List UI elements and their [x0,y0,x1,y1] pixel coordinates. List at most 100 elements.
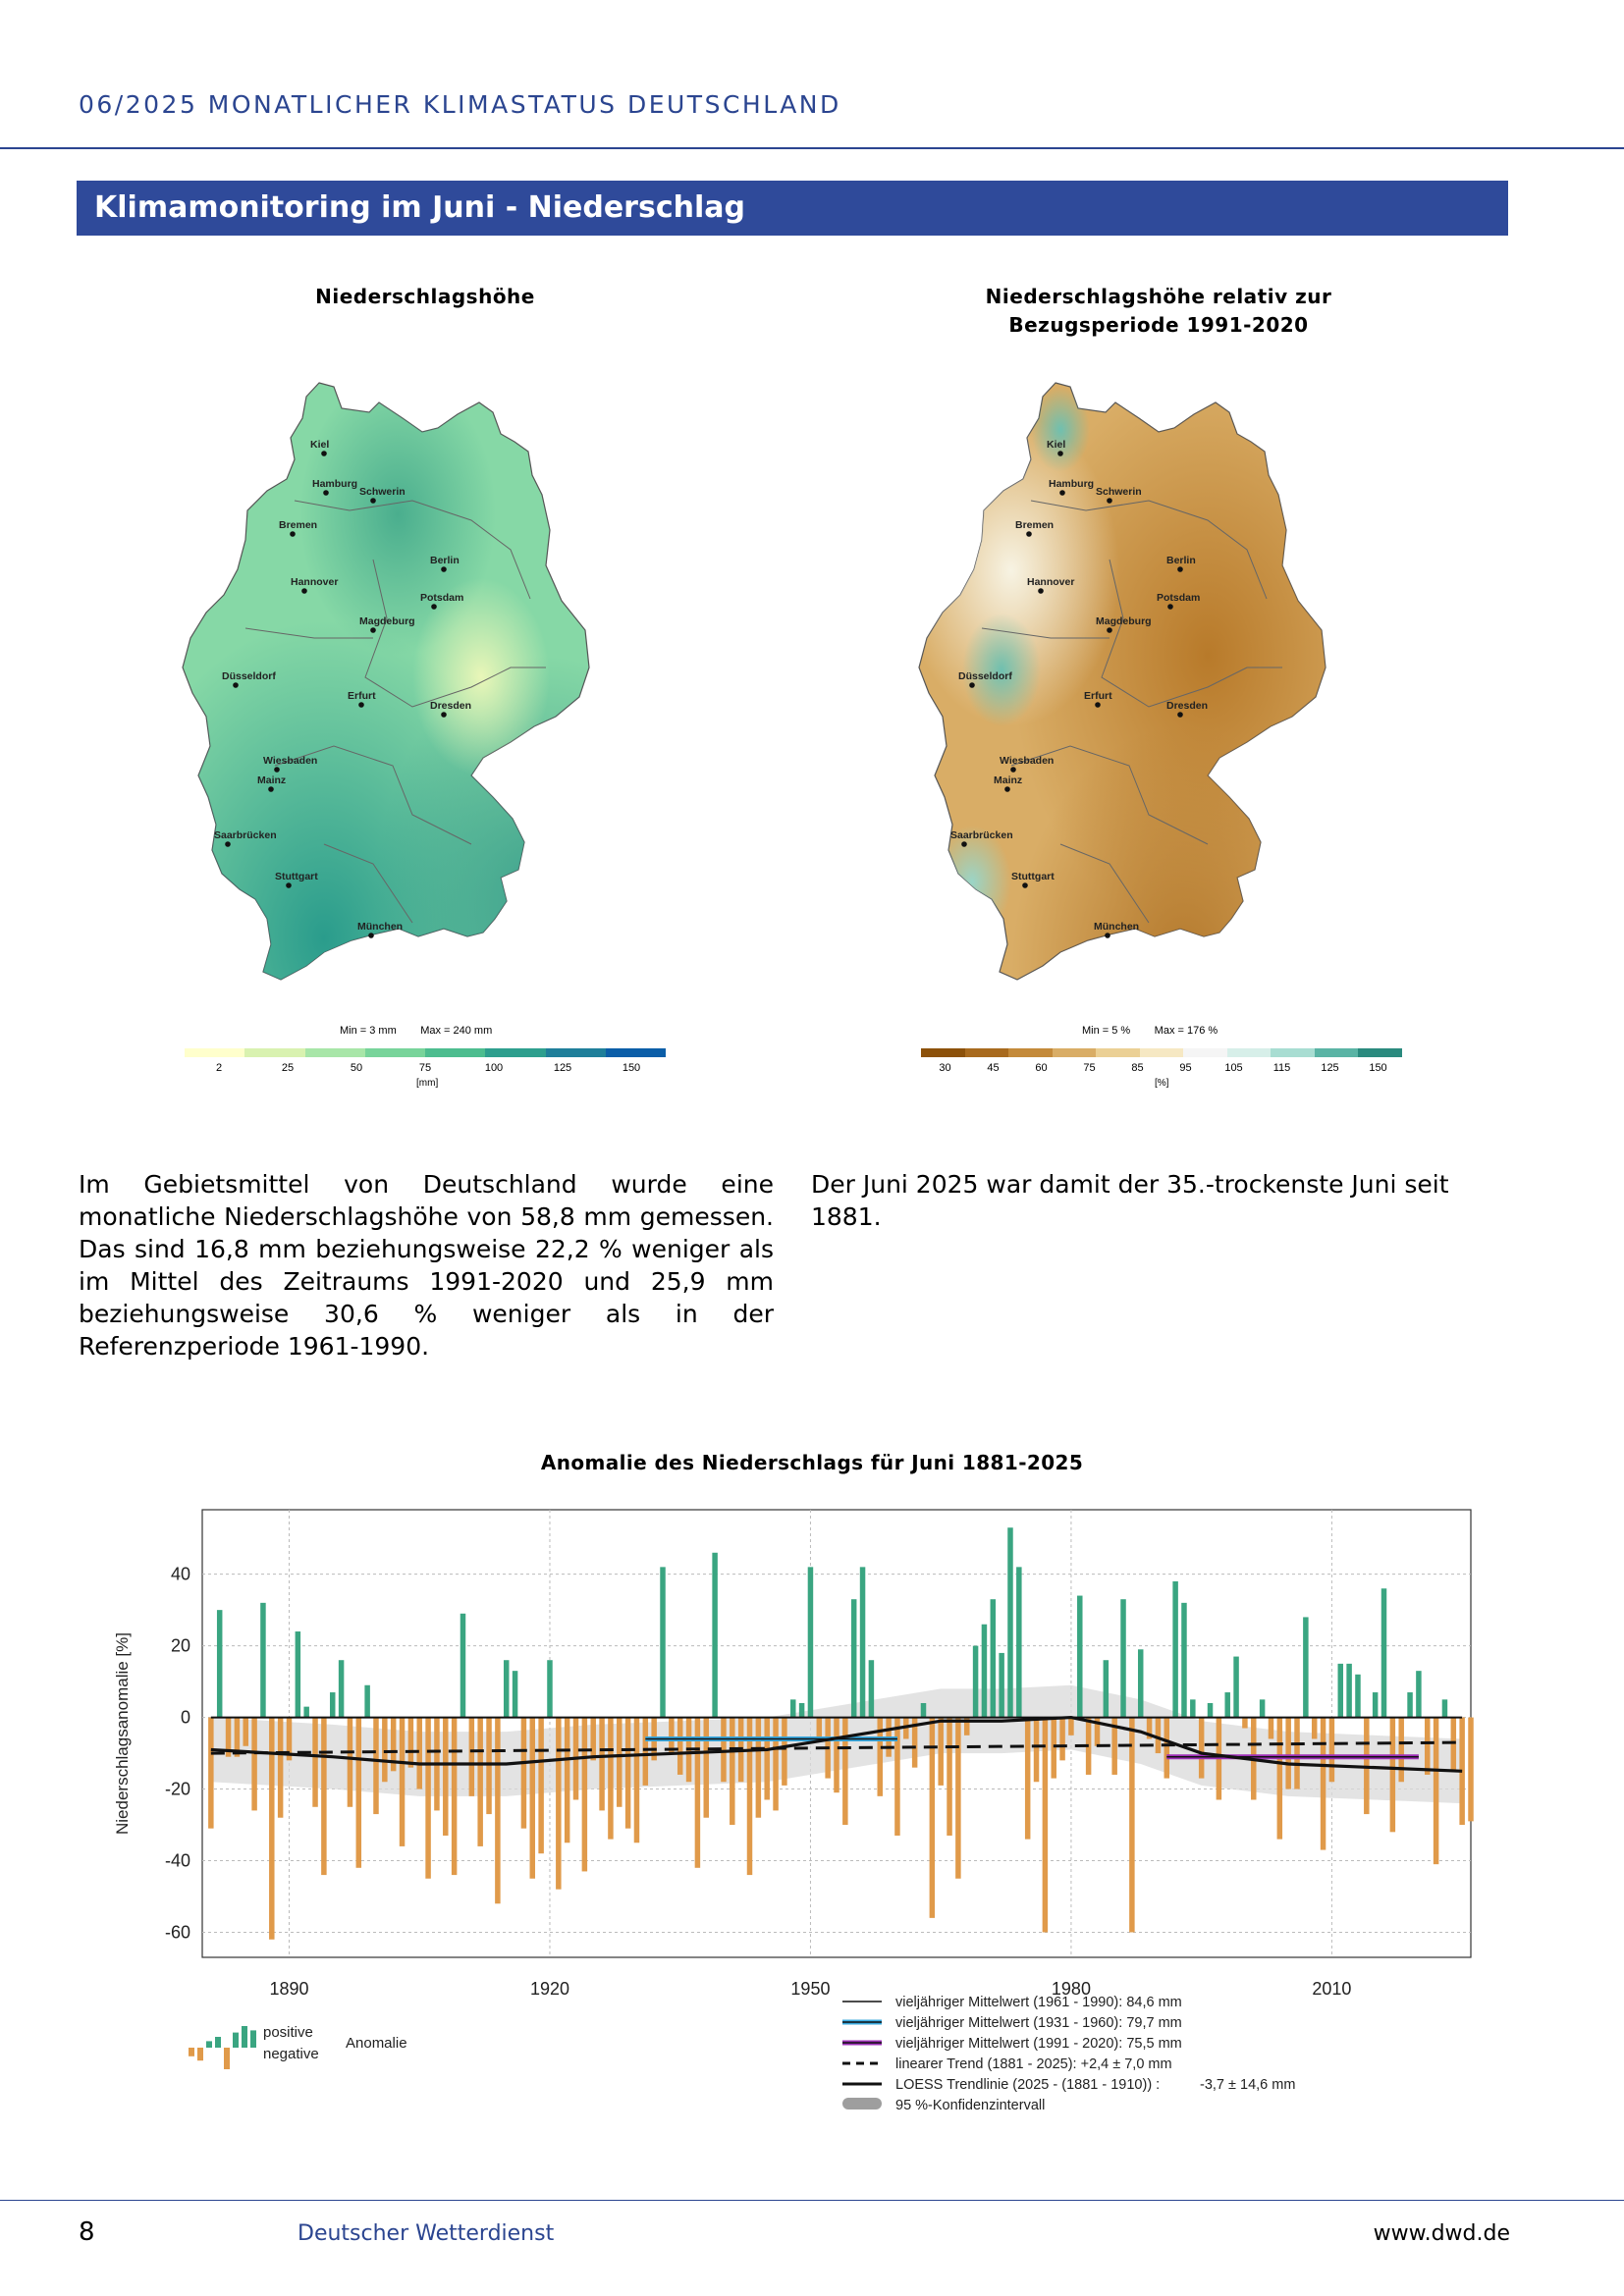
colorbar-swatch-right [1008,1048,1053,1057]
city-dot [1010,767,1016,773]
anomaly-bar [460,1613,466,1718]
anomaly-bar [590,1717,596,1761]
anomaly-bar [303,1706,309,1718]
map-left: Kiel Hamburg Schwerin Bremen Berlin Hannover P… [177,373,668,1080]
anomaly-bar [407,1717,414,1768]
anomaly-bar [1224,1692,1230,1718]
anomaly-bar [1380,1588,1387,1718]
chart-title: Anomalie des Niederschlags für Juni 1881… [540,1451,1084,1474]
anomaly-bar [703,1717,710,1818]
y-tick-label: 40 [171,1565,190,1584]
map-left-unit: [mm] [416,1078,439,1089]
legend-item-label: linearer Trend (1881 - 2025): +2,4 ± 7,0… [895,2056,1172,2072]
anomaly-bar [338,1660,345,1718]
anomaly-bar [382,1717,388,1783]
anomaly-bar [1181,1602,1187,1718]
city-dot [301,588,307,594]
anomaly-bar [712,1552,718,1718]
city-label-right: Saarbrücken [950,829,1013,841]
city-label-left: Hannover [291,576,338,588]
y-tick-label: 0 [181,1708,190,1728]
anomaly-bar [1372,1692,1379,1718]
anomaly-bar [277,1717,284,1818]
anomaly-bar [225,1717,232,1757]
section-banner: Klimamonitoring im Juni - Niederschlag [77,181,1508,236]
city-label-left: Saarbrücken [214,829,277,841]
city-label-left: Berlin [430,555,460,566]
anomaly-bar [842,1717,848,1826]
city-label-right: Wiesbaden [1000,755,1054,767]
anomaly-bar [1303,1617,1309,1718]
map-right-colorbar [921,1048,1403,1057]
city-dot [286,882,292,888]
anomaly-bar [1398,1717,1404,1783]
legend-anomaly-bar [242,2026,247,2048]
legend-anomaly-bar [250,2030,256,2048]
city-dot [1167,604,1173,610]
anomaly-bar [1416,1671,1422,1718]
anomaly-bar [1337,1663,1344,1718]
anomaly-bar [1441,1699,1448,1718]
anomaly-bar [981,1624,988,1718]
anomaly-bar [1311,1717,1318,1739]
anomaly-bar [972,1645,979,1718]
legend-anomaly-bar [215,2037,221,2048]
city-dot [1177,712,1183,718]
anomaly-bar [443,1717,449,1836]
anomaly-bar [955,1717,961,1879]
anomaly-bar [1164,1717,1170,1779]
colorbar-tick-right: 45 [987,1062,1000,1074]
city-dot [1107,627,1112,633]
anomaly-bar [773,1717,779,1811]
anomaly-bar [468,1717,475,1796]
anomaly-bar [868,1660,875,1718]
colorbar-tick-right: 75 [1083,1062,1096,1074]
city-label-left: Schwerin [359,486,406,498]
anomaly-bar [1198,1717,1205,1779]
anomaly-bar [1407,1692,1413,1718]
legend-positive-label: positive [263,2024,313,2041]
anomaly-bar [1059,1717,1065,1761]
map-left-colorbar [185,1048,666,1057]
colorbar-swatch-right [921,1048,965,1057]
colorbar-swatch-right [964,1048,1009,1057]
anomaly-bar [1433,1717,1439,1865]
city-dot [441,566,447,572]
anomaly-bar [1346,1663,1352,1718]
anomaly-bar [730,1717,735,1826]
city-label-right: Schwerin [1096,486,1142,498]
colorbar-swatch-right [1052,1048,1097,1057]
city-label-left: Hamburg [312,478,357,490]
anomaly-bar [529,1717,536,1879]
anomaly-bar [877,1717,883,1796]
city-label-left: Mainz [257,774,286,786]
anomaly-bar [486,1717,492,1815]
city-dot [431,604,437,610]
y-tick-label: -20 [165,1780,190,1799]
anomaly-bar [721,1717,727,1783]
anomaly-bar [269,1717,275,1940]
anomaly-bar [608,1717,614,1840]
anomaly-bar [451,1717,458,1876]
city-label-right: Magdeburg [1096,615,1152,627]
anomaly-bar [938,1717,944,1786]
city-label-right: Dresden [1166,700,1208,712]
anomaly-bar [364,1684,370,1718]
anomaly-bar [547,1660,553,1718]
map-right-scale: Min = 5 % Max = 176 % 30 45 60 75 85 95 105 115… [921,1021,1403,1090]
footer-url[interactable]: www.dwd.de [1373,2221,1510,2246]
anomaly-bar [1285,1717,1291,1789]
anomaly-bar [312,1717,318,1807]
city-dot [969,682,975,688]
city-label-right: Bremen [1015,519,1054,531]
anomaly-bar [425,1717,431,1879]
colorbar-swatch-left [605,1048,666,1057]
colorbar-swatch-right [1139,1048,1184,1057]
colorbar-swatch-right [1183,1048,1227,1057]
city-dot [370,627,376,633]
anomaly-bar [1468,1717,1474,1822]
colorbar-tick-right: 115 [1272,1062,1291,1074]
city-label-left: Kiel [310,439,329,451]
anomaly-bar [581,1717,588,1872]
anomaly-bar [260,1602,266,1718]
